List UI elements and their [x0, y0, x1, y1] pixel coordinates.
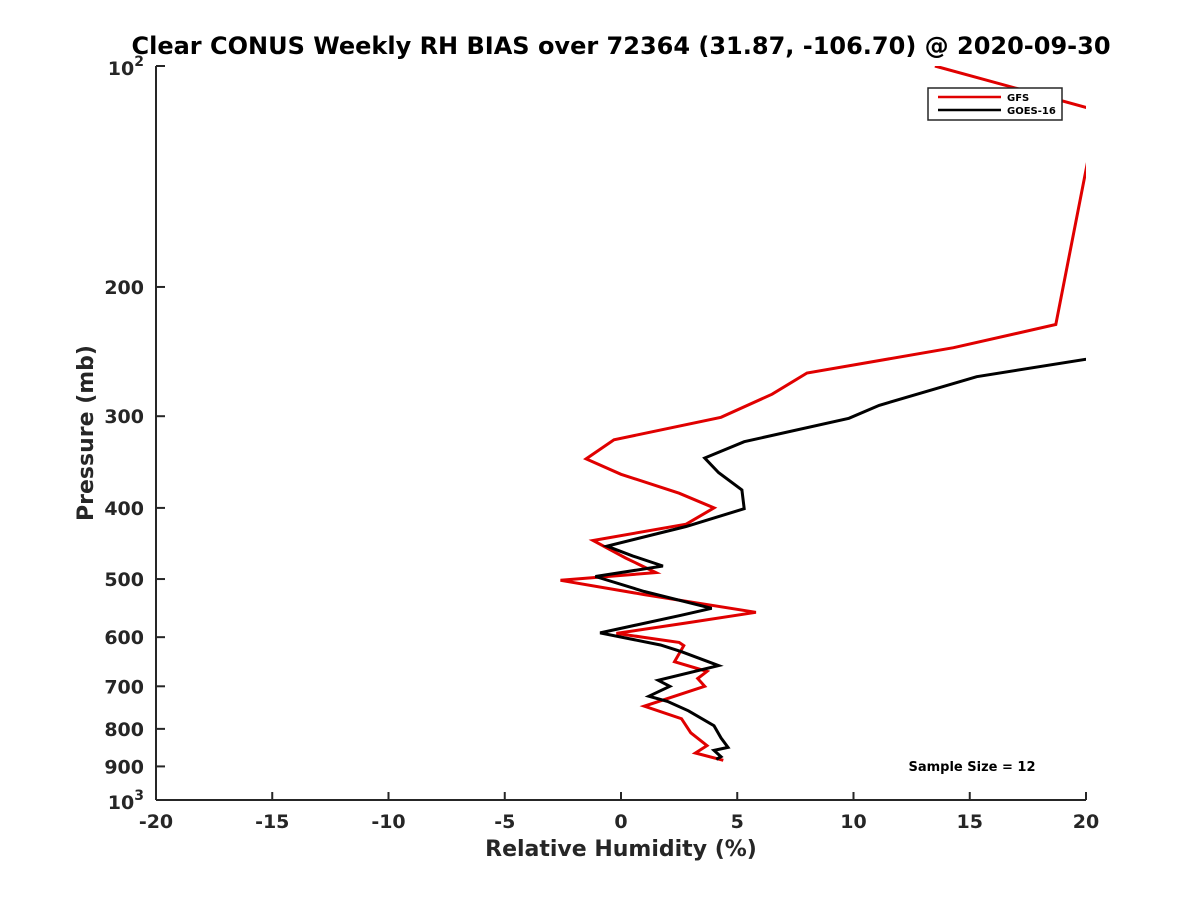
y-tick-label: 600 [104, 627, 144, 649]
y-tick-label: 300 [104, 406, 144, 428]
x-axis-label: Relative Humidity (%) [485, 837, 757, 862]
x-tick-label: -15 [255, 811, 289, 833]
x-tick-label: -10 [371, 811, 405, 833]
series-line-goes16 [594, 357, 1086, 761]
y-tick-label: 700 [104, 676, 144, 698]
series-layer [560, 66, 1086, 762]
legend-label-goes16: GOES-16 [1007, 106, 1056, 117]
x-tick-label: -20 [139, 811, 173, 833]
y-tick-label: 103 [108, 788, 144, 814]
x-tick-label: 5 [731, 811, 744, 833]
x-tick-label: -5 [494, 811, 515, 833]
x-tick-label: 10 [840, 811, 866, 833]
sample-size-annotation: Sample Size = 12 [908, 760, 1035, 775]
y-tick-label: 900 [104, 756, 144, 778]
y-tick-label: 500 [104, 569, 144, 591]
x-ticks: -20 -15 -10 -5 0 5 10 15 20 [139, 792, 1099, 833]
x-tick-label: 15 [957, 811, 983, 833]
x-tick-label: 20 [1073, 811, 1099, 833]
legend-label-gfs: GFS [1007, 93, 1029, 104]
y-tick-label: 800 [104, 719, 144, 741]
y-ticks: 102 200 300 400 500 600 700 800 900 103 [104, 54, 165, 814]
series-line-gfs [560, 66, 1086, 762]
y-tick-label: 102 [108, 54, 144, 80]
y-tick-label: 200 [104, 277, 144, 299]
x-tick-label: 0 [614, 811, 627, 833]
axes [155, 66, 1086, 801]
y-tick-label: 400 [104, 498, 144, 520]
y-axis-label: Pressure (mb) [74, 345, 99, 521]
legend: GFS GOES-16 [927, 87, 1063, 121]
chart-title: Clear CONUS Weekly RH BIAS over 72364 (3… [131, 32, 1110, 60]
legend-box [927, 87, 1063, 121]
